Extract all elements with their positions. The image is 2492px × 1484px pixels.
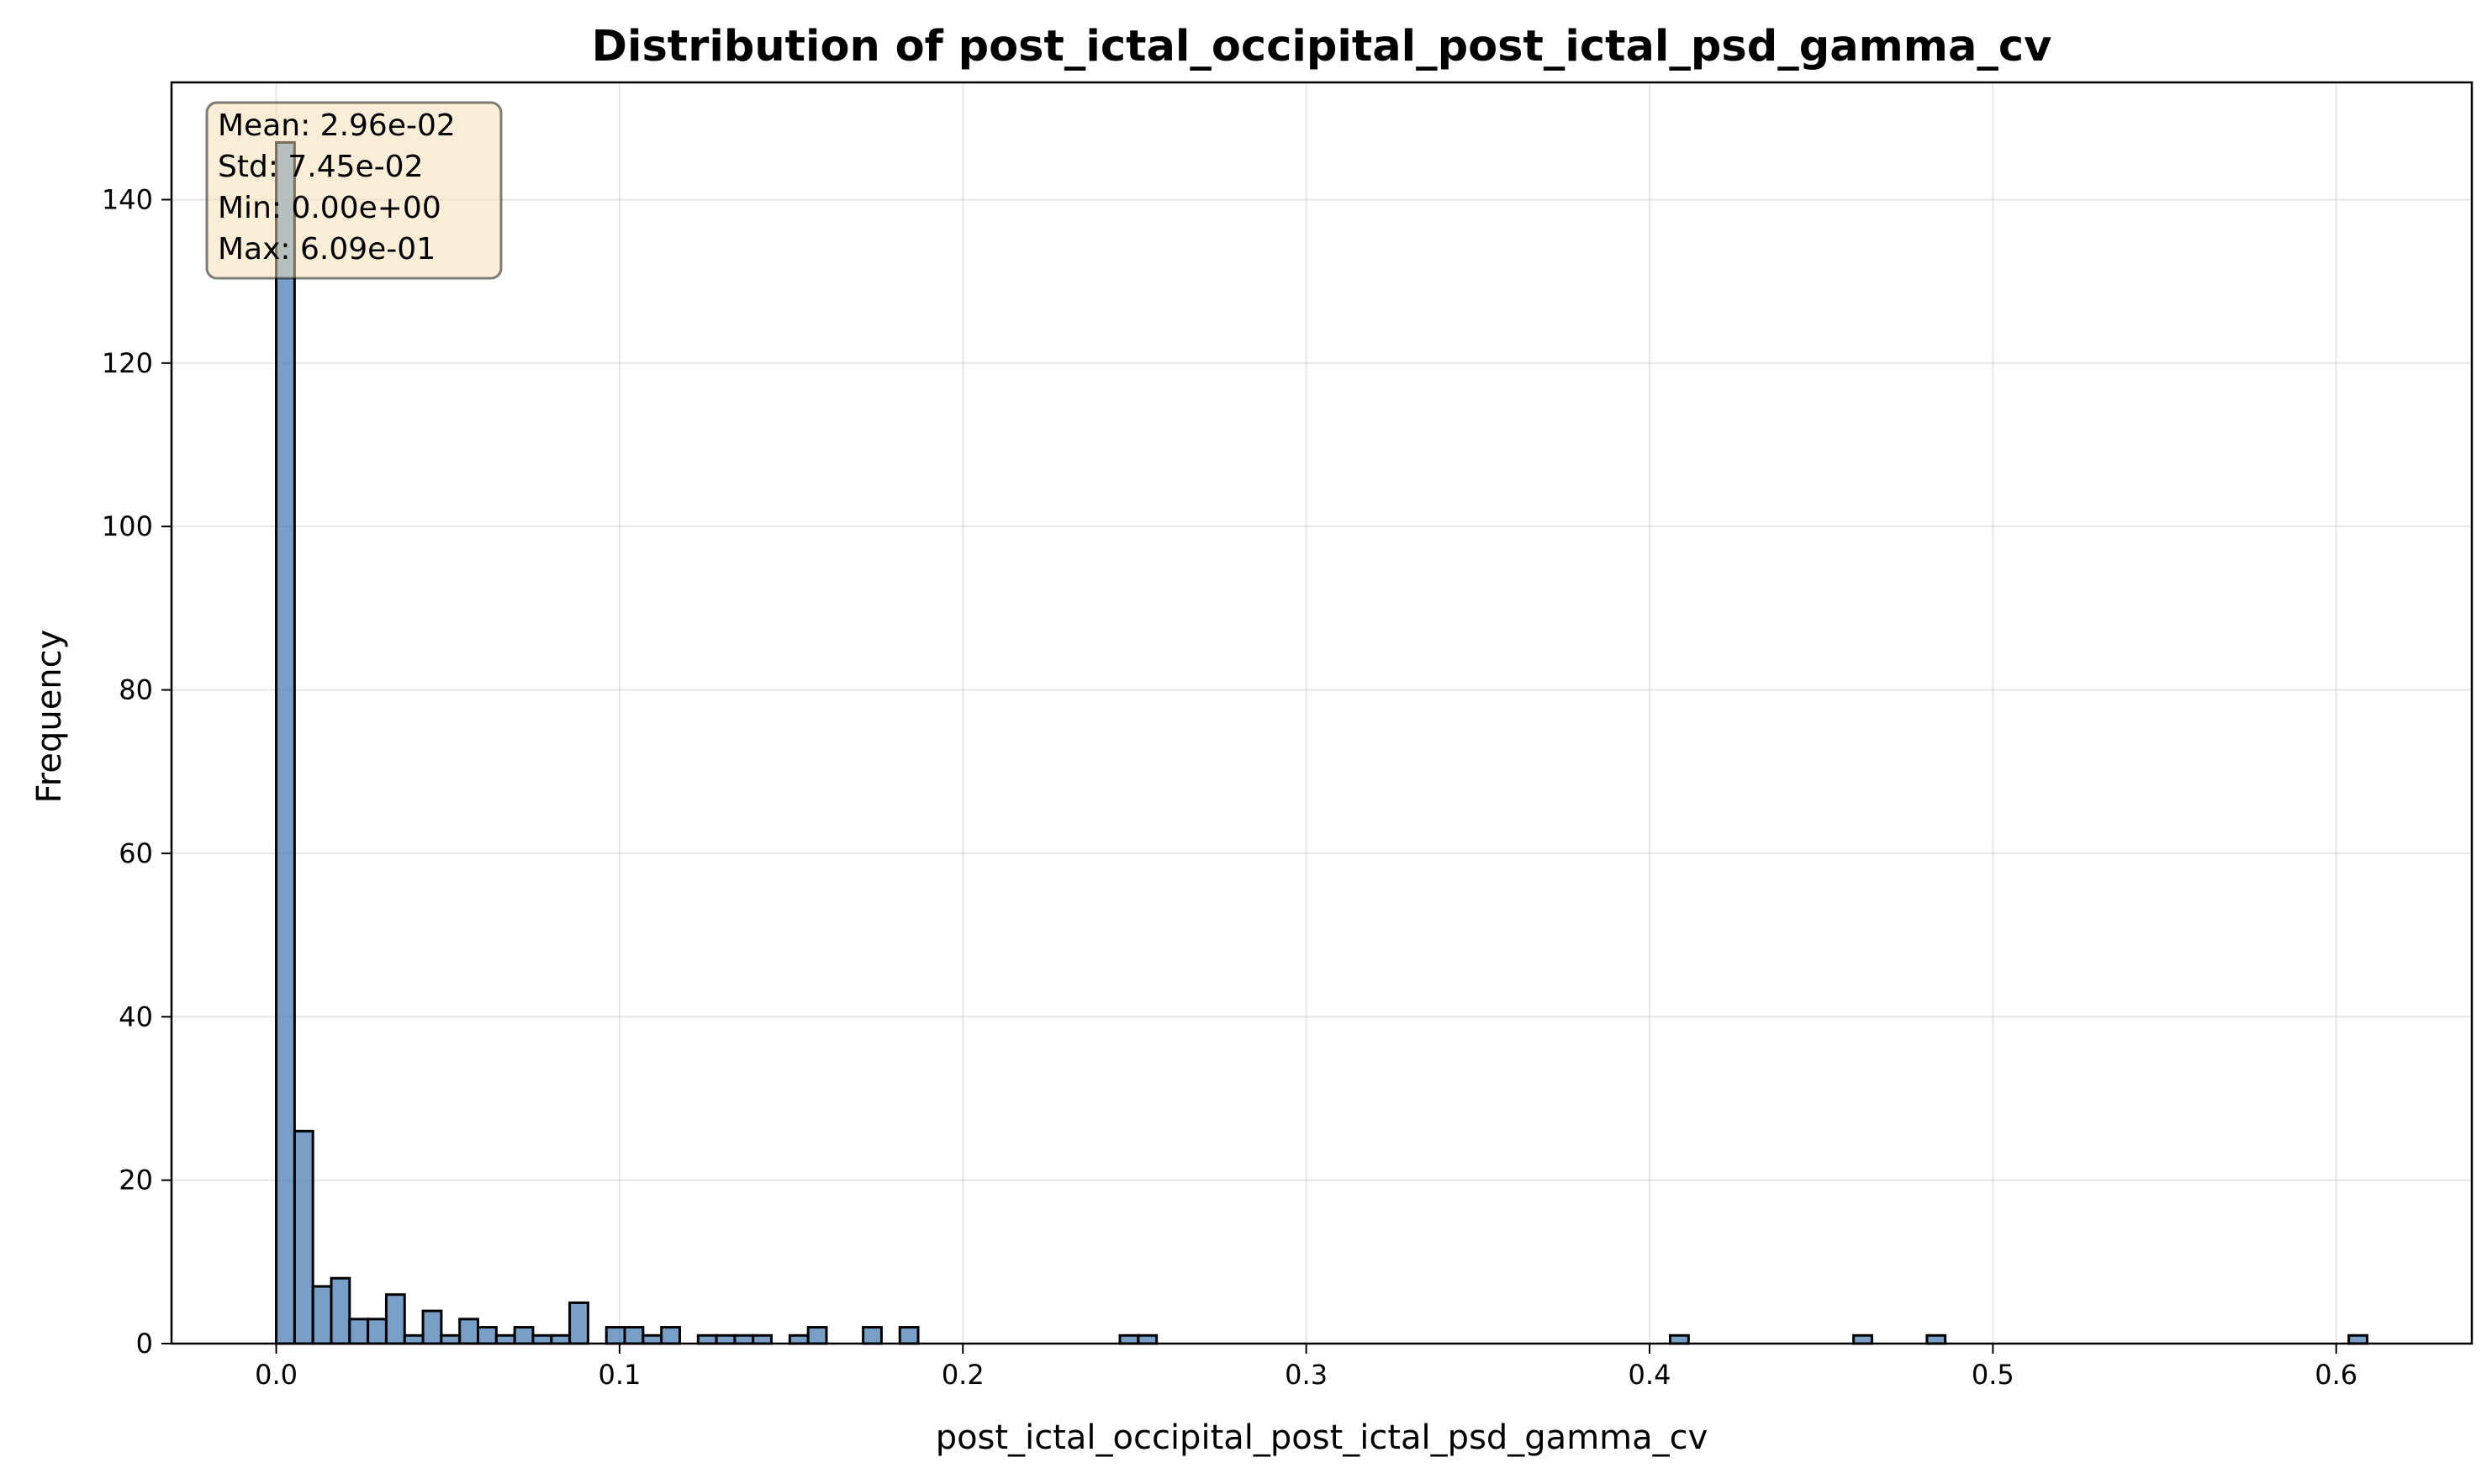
histogram-bar bbox=[348, 1318, 370, 1345]
x-tick-label: 0.0 bbox=[255, 1359, 298, 1391]
stats-min: Min: 0.00e+00 bbox=[218, 191, 441, 225]
histogram-bar bbox=[898, 1326, 920, 1345]
y-tick-label: 60 bbox=[119, 837, 153, 869]
histogram-bar bbox=[1852, 1333, 1873, 1345]
stats-box-background bbox=[205, 101, 503, 280]
x-axis-label: post_ictal_occipital_post_ictal_psd_gamm… bbox=[936, 1418, 1708, 1457]
histogram-bar bbox=[477, 1326, 498, 1345]
histogram-bar bbox=[1925, 1333, 1947, 1345]
histogram-bar bbox=[623, 1326, 645, 1345]
stats-box: Mean: 2.96e-02 Std: 7.45e-02 Min: 0.00e+… bbox=[205, 101, 503, 280]
histogram-bar bbox=[513, 1326, 535, 1345]
x-tick-label: 0.5 bbox=[1972, 1359, 2014, 1391]
histogram-bar bbox=[494, 1333, 516, 1345]
y-tick-label: 140 bbox=[102, 183, 153, 215]
histogram-bar bbox=[403, 1333, 425, 1345]
x-tick-label: 0.1 bbox=[598, 1359, 641, 1391]
histogram-bar bbox=[440, 1333, 462, 1345]
histogram-bar bbox=[384, 1293, 406, 1345]
histogram-bar bbox=[568, 1301, 589, 1345]
plot-area-frame bbox=[170, 81, 2474, 1345]
stats-max: Max: 6.09e-01 bbox=[218, 232, 436, 267]
ticks-layer: 0.0 0.1 0.2 0.3 0.4 0.5 0.6 0 20 40 60 80 100 120 140 bbox=[102, 183, 2357, 1391]
bars-layer bbox=[275, 140, 2368, 1345]
histogram-bar bbox=[733, 1333, 755, 1345]
y-tick-label: 20 bbox=[119, 1164, 153, 1196]
histogram-bar bbox=[806, 1326, 828, 1345]
histogram-bar bbox=[660, 1326, 681, 1345]
histogram-bar bbox=[605, 1326, 626, 1345]
histogram-bar bbox=[788, 1333, 810, 1345]
histogram-bar bbox=[862, 1326, 883, 1345]
stats-std: Std: 7.45e-02 bbox=[218, 150, 424, 184]
x-tick-label: 0.4 bbox=[1629, 1359, 1671, 1391]
x-tick-label: 0.3 bbox=[1285, 1359, 1328, 1391]
y-tick-label: 80 bbox=[119, 674, 153, 706]
histogram-bar bbox=[275, 140, 296, 1345]
y-tick-label: 100 bbox=[102, 510, 153, 542]
histogram-bar bbox=[1118, 1333, 1140, 1345]
stats-mean: Mean: 2.96e-02 bbox=[218, 108, 456, 143]
y-tick-label: 120 bbox=[102, 347, 153, 379]
y-axis-label: Frequency bbox=[30, 630, 69, 804]
histogram-bar bbox=[1668, 1333, 1690, 1345]
chart-title: Distribution of post_ictal_occipital_pos… bbox=[592, 22, 2052, 71]
y-tick-label: 40 bbox=[119, 1001, 153, 1032]
y-tick-label: 0 bbox=[136, 1328, 153, 1360]
histogram-bar bbox=[641, 1333, 663, 1345]
histogram-bar bbox=[550, 1333, 572, 1345]
histogram-bar bbox=[458, 1318, 480, 1345]
histogram-bar bbox=[330, 1276, 351, 1345]
histogram-bar bbox=[752, 1333, 773, 1345]
histogram-bar bbox=[1137, 1333, 1159, 1345]
histogram-bar bbox=[311, 1285, 333, 1345]
histogram-bar bbox=[715, 1333, 737, 1345]
histogram-bar bbox=[293, 1129, 314, 1345]
x-tick-label: 0.6 bbox=[2315, 1359, 2357, 1391]
histogram-bar bbox=[421, 1309, 443, 1345]
histogram-bar bbox=[367, 1318, 388, 1345]
grid-layer bbox=[172, 82, 2472, 1344]
histogram-bar bbox=[2347, 1333, 2368, 1345]
x-tick-label: 0.2 bbox=[942, 1359, 985, 1391]
histogram-bar bbox=[696, 1333, 718, 1345]
histogram-bar bbox=[531, 1333, 553, 1345]
